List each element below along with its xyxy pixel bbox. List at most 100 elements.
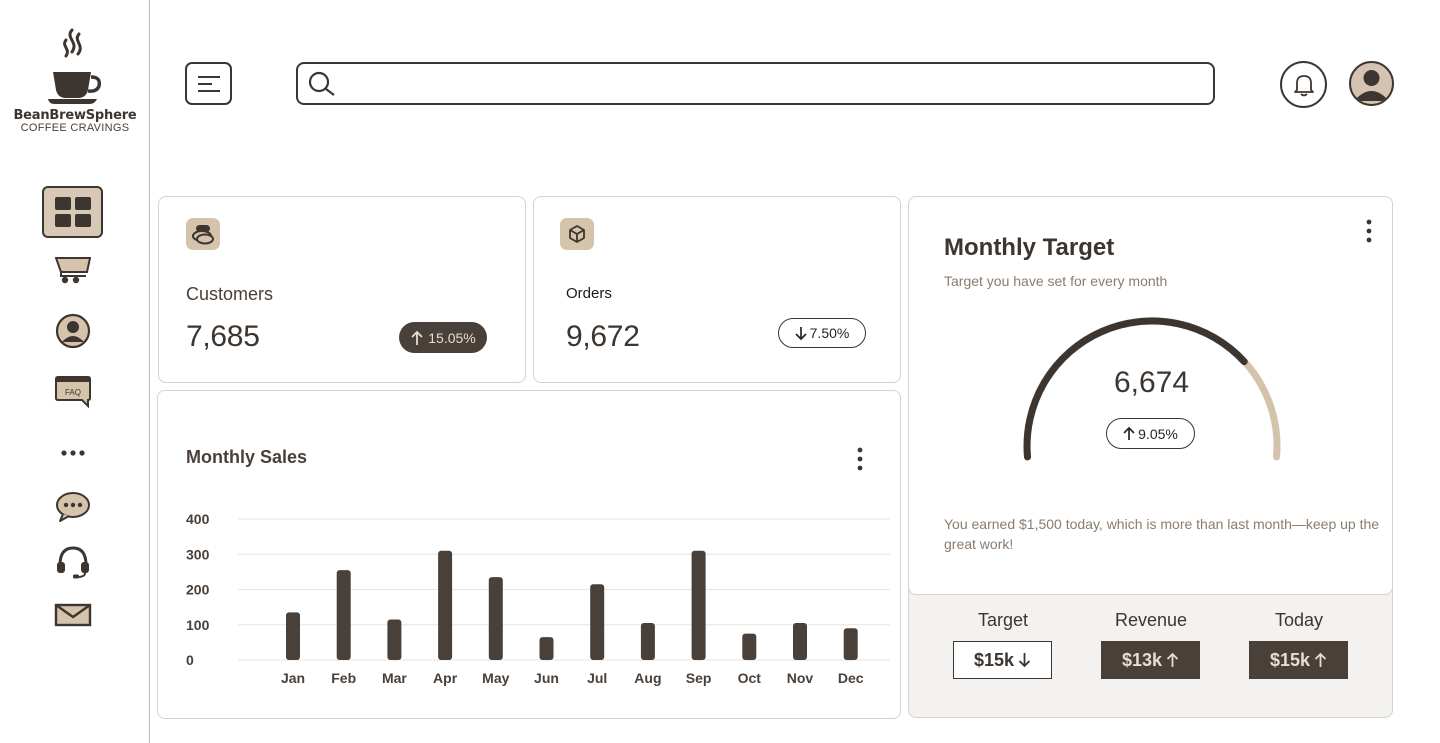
kebab-menu-icon[interactable]	[856, 447, 864, 471]
bar	[488, 577, 503, 660]
x-tick-label: Jan	[281, 670, 305, 686]
x-tick-label: Jul	[587, 670, 607, 686]
mail-icon	[54, 603, 91, 627]
hamburger-menu-icon	[197, 75, 220, 92]
x-tick-label: May	[482, 670, 509, 686]
nav-dashboard[interactable]	[42, 186, 103, 238]
kebab-menu-icon[interactable]	[1365, 219, 1373, 243]
arrow-down-icon	[795, 326, 807, 340]
more-dots-icon	[60, 450, 85, 456]
summary-revenue-value: $13k	[1101, 641, 1200, 679]
user-avatar[interactable]	[1349, 61, 1394, 106]
x-tick-label: Nov	[787, 670, 814, 686]
bar	[438, 550, 453, 660]
monthly-sales-title: Monthly Sales	[186, 447, 308, 467]
nav-orders[interactable]	[42, 245, 103, 295]
bar	[539, 637, 554, 660]
target-change-value: 9.05%	[1138, 425, 1178, 442]
bar	[387, 619, 402, 660]
target-gauge	[1023, 317, 1281, 461]
bar	[843, 628, 858, 660]
customers-label: Customers	[186, 284, 274, 304]
brand-logo[interactable]: BeanBrewSphere COFFEE CRAVINGS	[0, 28, 150, 134]
monthly-sales-chart: 0 100 200 300 400 Jan Feb Mar Apr May Jun Jul Aug Sep…	[186, 511, 890, 686]
search-input[interactable]	[344, 64, 1213, 103]
bar	[336, 570, 351, 660]
bar	[742, 633, 757, 660]
coffee-cup-icon	[48, 28, 102, 104]
x-tick-label: Apr	[433, 670, 458, 686]
y-tick-label: 300	[186, 546, 210, 562]
summary-target-amount: $15k	[973, 649, 1015, 670]
nav-messages[interactable]	[42, 482, 103, 532]
bar	[590, 584, 605, 660]
summary-today: Today $15k	[1249, 610, 1349, 679]
summary-target-value: $15k	[953, 641, 1052, 679]
nav-more[interactable]	[42, 428, 103, 478]
x-tick-label: Feb	[331, 670, 356, 686]
sidebar: BeanBrewSphere COFFEE CRAVINGS FAQ	[0, 0, 150, 743]
nav-support[interactable]	[42, 537, 103, 587]
target-value: 6,674	[1113, 366, 1190, 399]
customers-value: 7,685	[186, 320, 260, 353]
package-box-icon	[569, 225, 585, 243]
x-tick-label: Jun	[534, 670, 559, 686]
gauge-fill	[1023, 317, 1248, 461]
search-icon	[308, 71, 335, 96]
customers-card: Customers 7,685 15.05%	[158, 196, 526, 383]
target-change-badge: 9.05%	[1106, 418, 1195, 449]
x-tick-label: Oct	[738, 670, 762, 686]
summary-revenue-label: Revenue	[1114, 610, 1188, 630]
brand-tagline: COFFEE CRAVINGS	[20, 122, 130, 134]
target-summary-panel: Target $15k Revenue $13k Today $15k	[908, 585, 1393, 718]
orders-change-badge: 7.50%	[778, 318, 866, 348]
notifications-button[interactable]	[1280, 61, 1327, 108]
summary-revenue: Revenue $13k	[1101, 610, 1201, 679]
monthly-target-card: Monthly Target Target you have set for e…	[908, 196, 1393, 595]
bar	[691, 550, 706, 660]
summary-revenue-amount: $13k	[1121, 649, 1163, 670]
bar	[793, 622, 807, 660]
menu-toggle-button[interactable]	[185, 62, 232, 105]
search-bar[interactable]	[296, 62, 1215, 105]
summary-today-amount: $15k	[1269, 649, 1311, 670]
dashboard-grid-icon	[54, 197, 91, 227]
coffee-beans-icon	[192, 225, 214, 245]
x-tick-label: Mar	[382, 670, 407, 686]
monthly-target-title: Monthly Target	[944, 234, 1115, 261]
bell-icon	[1293, 74, 1314, 96]
user-icon	[55, 313, 90, 349]
arrow-up-icon	[1166, 652, 1179, 667]
summary-target: Target $15k	[953, 610, 1053, 679]
arrow-up-icon	[1314, 652, 1327, 667]
x-tick-label: Dec	[838, 670, 864, 686]
arrow-down-icon	[1018, 653, 1031, 668]
brand-name: BeanBrewSphere	[13, 108, 137, 123]
orders-value: 9,672	[566, 320, 640, 353]
nav-faq[interactable]: FAQ	[42, 367, 103, 417]
y-tick-label: 400	[186, 511, 210, 527]
target-note: You earned $1,500 today, which is more t…	[944, 516, 1380, 552]
summary-today-label: Today	[1274, 610, 1324, 630]
nav-customers[interactable]	[42, 306, 103, 356]
headset-icon	[56, 546, 89, 579]
y-tick-label: 0	[186, 652, 194, 668]
faq-icon-label: FAQ	[64, 388, 80, 397]
orders-chip	[560, 218, 594, 250]
customers-change-value: 15.05%	[428, 329, 476, 346]
arrow-up-icon	[1123, 426, 1135, 440]
bar	[286, 612, 300, 660]
monthly-target-subtitle: Target you have set for every month	[944, 273, 1168, 289]
nav-mail[interactable]	[42, 590, 103, 640]
customers-change-badge: 15.05%	[399, 322, 487, 353]
summary-today-value: $15k	[1249, 641, 1348, 679]
cart-icon	[54, 257, 91, 284]
summary-target-label: Target	[977, 610, 1029, 630]
orders-card: Orders 9,672 7.50%	[533, 196, 901, 383]
monthly-sales-card: Monthly Sales 0 100 200 300 400 Jan Feb Mar Apr M…	[157, 390, 901, 719]
arrow-up-icon	[411, 330, 423, 345]
x-tick-label: Aug	[634, 670, 661, 686]
chat-icon	[55, 492, 90, 522]
avatar-user-icon	[1354, 70, 1389, 101]
y-tick-label: 100	[186, 617, 210, 633]
